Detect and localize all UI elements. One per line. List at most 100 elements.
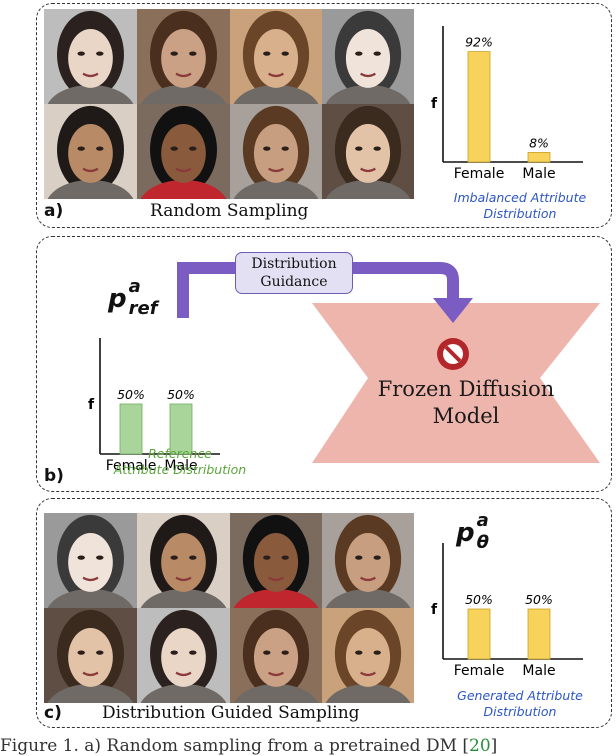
figure-caption: Figure 1. a) Random sampling from a pret… (0, 736, 497, 756)
bar (119, 403, 143, 455)
face-mouth (360, 167, 376, 173)
face-image (137, 104, 230, 199)
face-mouth (175, 576, 192, 582)
face-eye (96, 555, 104, 560)
face-head (68, 627, 113, 687)
bar-value-label: 50% (525, 592, 553, 607)
face-shoulders (140, 589, 227, 608)
face-mouth (175, 72, 192, 78)
bar (169, 403, 193, 455)
category-label: Male (522, 663, 555, 679)
face-shoulders (233, 180, 319, 199)
face-eye (373, 51, 381, 56)
face-eye (77, 555, 85, 560)
face-head (345, 123, 391, 183)
face-head (68, 28, 113, 88)
face-shoulders (47, 684, 134, 703)
face-head (253, 28, 299, 88)
face-image (44, 513, 137, 608)
face-shoulders (325, 589, 411, 608)
face-eye (355, 650, 363, 655)
face-eye (355, 51, 363, 56)
guidance-label-line: Distribution (251, 256, 337, 272)
face-image (322, 104, 414, 199)
frozen-model-label: Frozen Diffusion Model (330, 376, 602, 430)
face-mouth (175, 671, 192, 677)
face-head (345, 28, 391, 88)
face-shoulders (325, 684, 411, 703)
face-eye (355, 146, 363, 151)
face-eye (373, 555, 381, 560)
face-eye (96, 650, 104, 655)
face-image (322, 513, 414, 608)
face-image (137, 513, 230, 608)
face-head (345, 532, 391, 592)
face-head (253, 123, 299, 183)
face-eye (96, 146, 104, 151)
citation-link[interactable]: 20 (469, 736, 491, 756)
face-mouth (82, 671, 99, 677)
face-image (44, 608, 137, 703)
panel-caption-c: Distribution Guided Sampling (102, 703, 360, 723)
face-eye (77, 650, 85, 655)
p-base: p (108, 284, 127, 314)
face-head (345, 627, 391, 687)
face-eye (263, 650, 271, 655)
figure-caption-suffix: ] (490, 736, 498, 756)
face-eye (189, 650, 197, 655)
face-eye (189, 51, 197, 56)
face-shoulders (47, 180, 134, 199)
face-eye (281, 555, 289, 560)
prohibited-icon (437, 338, 469, 370)
face-head (68, 532, 113, 592)
face-mouth (268, 72, 284, 78)
guidance-arrow (177, 262, 459, 318)
face-shoulders (325, 180, 411, 199)
bar-value-label: 50% (117, 387, 145, 402)
face-eye (170, 650, 178, 655)
reference-label-line: Reference (148, 446, 212, 461)
face-eye (77, 51, 85, 56)
bar-value-label: 8% (529, 135, 549, 150)
face-image (137, 608, 230, 703)
face-image (322, 608, 414, 703)
panel-letter-a: a) (44, 201, 64, 221)
face-mouth (82, 72, 99, 78)
face-head (161, 28, 206, 88)
face-grid-a (44, 9, 414, 199)
face-shoulders (140, 684, 227, 703)
y-axis-label: f (431, 96, 438, 112)
bar-chart-b: f 50% Female 50% Male (82, 320, 242, 480)
bar (467, 51, 491, 163)
bar (527, 151, 551, 163)
face-shoulders (47, 589, 134, 608)
distribution-guidance-box: Distribution Guidance (235, 252, 353, 294)
face-eye (170, 146, 178, 151)
face-shoulders (47, 85, 134, 104)
y-axis-label: f (88, 397, 95, 413)
p-base: p (456, 518, 475, 548)
panel-letter-b: b) (44, 466, 64, 486)
bar-chart-c: f 50% Female 50% Male (425, 525, 605, 685)
face-image (44, 9, 137, 104)
category-label: Female (454, 663, 505, 679)
face-image (137, 9, 230, 104)
p-ref-symbol: p a ref (108, 276, 167, 319)
face-head (161, 123, 206, 183)
face-head (161, 532, 206, 592)
face-mouth (175, 167, 192, 173)
panel-c (36, 498, 612, 728)
face-eye (170, 555, 178, 560)
face-mouth (360, 671, 376, 677)
distribution-label-line: Distribution (483, 206, 557, 221)
face-eye (355, 555, 363, 560)
face-image (230, 104, 322, 199)
face-eye (263, 555, 271, 560)
guidance-label-line: Guidance (260, 274, 328, 290)
face-mouth (268, 576, 284, 582)
face-grid-c (44, 513, 414, 703)
bar-value-label: 92% (465, 35, 493, 50)
frozen-model-line: Frozen Diffusion (377, 377, 555, 401)
distribution-label-line: Generated Attribute (457, 688, 583, 703)
